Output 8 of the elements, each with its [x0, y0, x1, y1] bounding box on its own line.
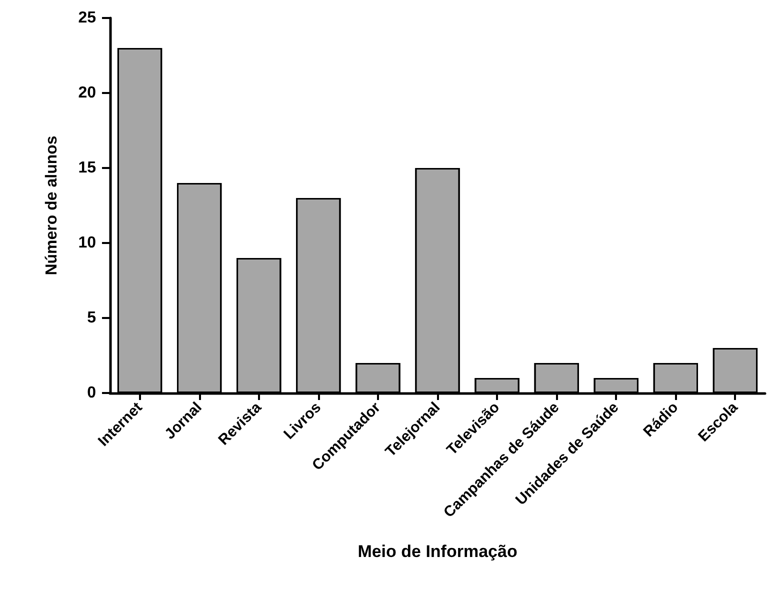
y-axis-title: Número de alunos: [44, 136, 60, 276]
y-tick-label: 25: [78, 10, 96, 26]
x-axis-title: Meio de Informação: [358, 542, 518, 561]
y-tick-label: 5: [87, 310, 96, 326]
y-tick-label: 20: [78, 84, 96, 102]
y-tick-label: 15: [78, 160, 96, 176]
y-tick-label: 10: [78, 234, 96, 252]
y-tick-label: 0: [87, 384, 96, 402]
